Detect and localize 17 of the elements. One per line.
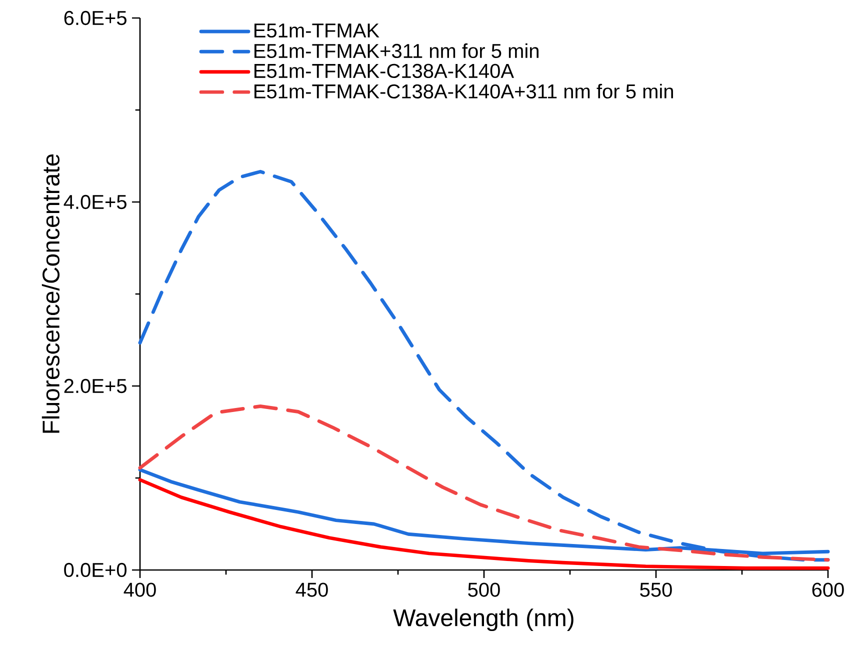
y-axis-title: Fluorescence/Concentrate — [42, 154, 60, 433]
line-series — [138, 404, 830, 562]
x-tick-label: 550 — [640, 582, 672, 597]
legend-label: E51m-TFMAK+311 nm for 5 min — [254, 43, 538, 58]
y-tick-label: 2.0E+5 — [64, 378, 126, 394]
x-tick-label: 450 — [296, 582, 328, 597]
y-tick-label: 6.0E+5 — [64, 10, 126, 26]
y-tick-label: 4.0E+5 — [64, 194, 126, 210]
line-series — [138, 170, 830, 562]
legend-label: E51m-TFMAK-C138A-K140A — [254, 64, 514, 78]
x-tick-label: 400 — [124, 582, 156, 597]
x-tick-label: 600 — [812, 582, 844, 597]
x-tick-label: 500 — [468, 582, 500, 597]
legend-label: E51m-TFMAK — [254, 24, 380, 38]
legend-label: E51m-TFMAK-C138A-K140A+311 nm for 5 min — [254, 84, 673, 98]
x-axis-title: Wavelength (nm) — [393, 608, 574, 632]
y-tick-label: 0.0E+0 — [64, 562, 126, 578]
